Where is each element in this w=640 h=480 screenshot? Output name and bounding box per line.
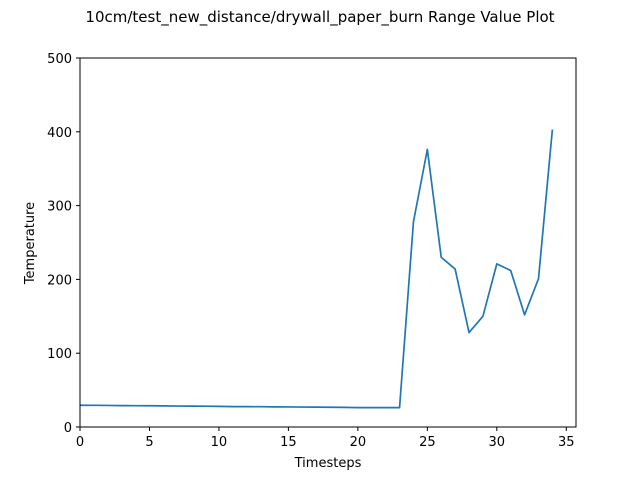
y-tick-label: 300 <box>47 200 72 215</box>
y-tick-label: 0 <box>64 421 72 436</box>
x-axis-label: Timesteps <box>294 456 362 471</box>
y-tick-label: 400 <box>47 126 72 141</box>
plot-area <box>79 129 554 409</box>
x-tick-label: 35 <box>558 435 575 450</box>
x-tick-label: 25 <box>419 435 436 450</box>
y-tick-label: 100 <box>47 347 72 362</box>
y-tick-label: 500 <box>47 52 72 67</box>
y-axis: 0 100 200 300 400 500 <box>47 52 80 436</box>
y-axis-label: Temperature <box>23 202 38 285</box>
x-tick-label: 30 <box>489 435 506 450</box>
x-axis: 0 5 10 15 20 25 30 35 <box>76 427 575 450</box>
x-tick-label: 20 <box>350 435 367 450</box>
chart-title: 10cm/test_new_distance/drywall_paper_bur… <box>85 8 554 27</box>
x-tick-label: 15 <box>280 435 297 450</box>
y-tick-label: 200 <box>47 273 72 288</box>
x-tick-label: 5 <box>145 435 153 450</box>
plot-frame <box>79 57 577 428</box>
series-line <box>79 129 554 409</box>
x-tick-label: 10 <box>211 435 228 450</box>
x-tick-label: 0 <box>76 435 84 450</box>
